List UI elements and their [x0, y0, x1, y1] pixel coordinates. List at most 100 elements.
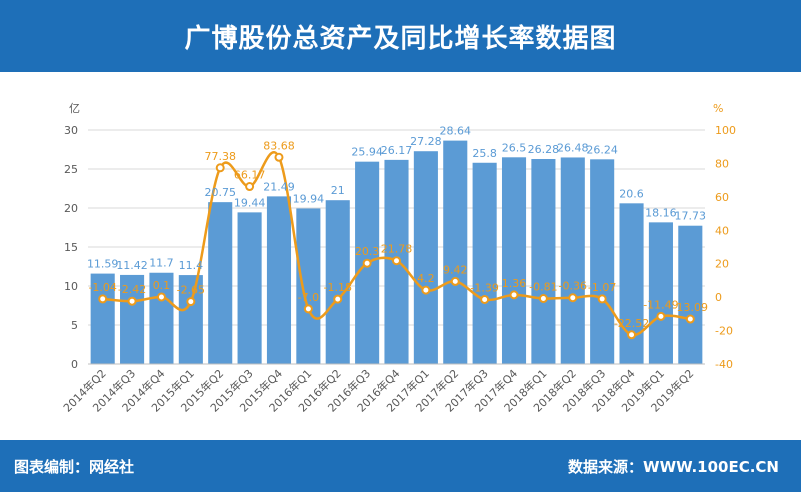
- footer-credit: 图表编制：网经社: [14, 458, 135, 476]
- chart-title: 广博股份总资产及同比增长率数据图: [184, 23, 617, 54]
- growth-value-label: -1.07: [588, 281, 616, 294]
- growth-value-label: -1.04: [88, 281, 116, 294]
- growth-value-label: 1.36: [502, 277, 527, 290]
- left-tick-label: 30: [64, 124, 78, 137]
- right-axis-unit: %: [713, 102, 723, 115]
- growth-value-label: -2.42: [118, 283, 146, 296]
- left-tick-label: 0: [71, 358, 78, 371]
- growth-value-label: 66.17: [234, 169, 266, 182]
- line-layer: [98, 151, 695, 340]
- growth-point: [215, 163, 225, 173]
- bar-value-label: 26.17: [381, 144, 413, 157]
- bar: [443, 140, 468, 364]
- right-tick-label: 60: [715, 191, 729, 204]
- growth-value-label: -11.49: [643, 298, 678, 311]
- growth-value-label: 9.42: [443, 263, 468, 276]
- bar: [648, 222, 673, 364]
- right-tick-label: 80: [715, 157, 729, 170]
- right-tick-label: 40: [715, 224, 729, 237]
- growth-point: [98, 294, 108, 304]
- right-tick-label: 100: [715, 124, 736, 137]
- growth-value-label: -7.0: [298, 291, 319, 304]
- growth-point: [333, 294, 343, 304]
- left-tick-label: 15: [64, 241, 78, 254]
- growth-point: [245, 182, 255, 192]
- growth-point: [538, 293, 548, 303]
- growth-value-label: -1.39: [470, 281, 498, 294]
- bar: [149, 272, 174, 364]
- bar-value-label: 26.28: [528, 143, 560, 156]
- bar: [208, 202, 233, 364]
- title-bar: 广博股份总资产及同比增长率数据图: [0, 0, 801, 72]
- bar-layer: [90, 140, 703, 364]
- growth-point: [303, 304, 313, 314]
- bar: [501, 157, 527, 364]
- growth-point: [274, 152, 284, 162]
- left-tick-label: 20: [64, 202, 78, 215]
- right-tick-label: 0: [715, 291, 722, 304]
- growth-value-label: 20.3: [355, 245, 380, 258]
- growth-point: [127, 296, 137, 306]
- growth-point: [568, 293, 578, 303]
- bar-value-label: 26.48: [557, 141, 589, 154]
- growth-value-label: 4.2: [417, 272, 435, 285]
- bar-value-label: 28.64: [440, 125, 472, 138]
- bar: [120, 274, 145, 364]
- bar: [266, 196, 292, 364]
- growth-point: [421, 285, 431, 295]
- bar-value-label: 20.75: [204, 186, 236, 199]
- bar-value-label: 11.42: [116, 259, 148, 272]
- growth-point: [362, 258, 372, 268]
- bar-value-label: 21.49: [263, 180, 295, 193]
- growth-point: [480, 294, 490, 304]
- bar: [296, 208, 321, 364]
- growth-value-label: 77.38: [204, 150, 236, 163]
- bar: [178, 275, 203, 364]
- bar-value-label: 11.59: [87, 258, 119, 271]
- left-axis-unit: 亿: [69, 102, 80, 115]
- growth-value-label: 83.68: [263, 139, 295, 152]
- bar-value-label: 26.24: [586, 143, 618, 156]
- bar: [413, 151, 438, 364]
- growth-value-label: 21.78: [381, 243, 413, 256]
- bar: [531, 159, 556, 364]
- footer-source: 数据来源：WWW.100EC.CN: [568, 458, 779, 476]
- footer-bar: 图表编制：网经社 数据来源：WWW.100EC.CN: [0, 440, 801, 492]
- bar: [678, 225, 703, 364]
- bar-value-label: 20.6: [619, 187, 644, 200]
- left-tick-label: 25: [64, 163, 78, 176]
- bar-value-label: 19.44: [234, 196, 266, 209]
- bar-value-label: 25.94: [351, 146, 383, 159]
- growth-point: [186, 297, 196, 307]
- bar-value-label: 27.28: [410, 135, 442, 148]
- growth-point: [509, 290, 519, 300]
- bar-value-label: 25.8: [472, 147, 497, 160]
- growth-value-label: -22.52: [614, 317, 649, 330]
- growth-line: [102, 151, 691, 337]
- bar-value-label: 18.16: [645, 206, 677, 219]
- growth-value-label: -13.09: [673, 301, 708, 314]
- growth-point: [685, 314, 695, 324]
- right-tick-label: -20: [715, 325, 733, 338]
- growth-point: [656, 311, 666, 321]
- bar: [590, 159, 615, 364]
- growth-point: [450, 276, 460, 286]
- bar: [560, 157, 585, 364]
- growth-point: [156, 292, 166, 302]
- growth-value-label: -0.81: [529, 280, 557, 293]
- right-tick-label: 20: [715, 258, 729, 271]
- growth-value-label: -2.65: [177, 284, 205, 297]
- bar-value-label: 26.5: [502, 141, 527, 154]
- left-tick-label: 5: [71, 319, 78, 332]
- bar: [619, 203, 644, 364]
- bar: [325, 200, 350, 364]
- growth-point: [392, 256, 401, 266]
- bar: [237, 212, 262, 364]
- growth-value-label: -0.36: [559, 280, 587, 293]
- bar: [472, 162, 497, 364]
- left-tick-label: 10: [64, 280, 78, 293]
- growth-value-label: 0.1: [153, 279, 171, 292]
